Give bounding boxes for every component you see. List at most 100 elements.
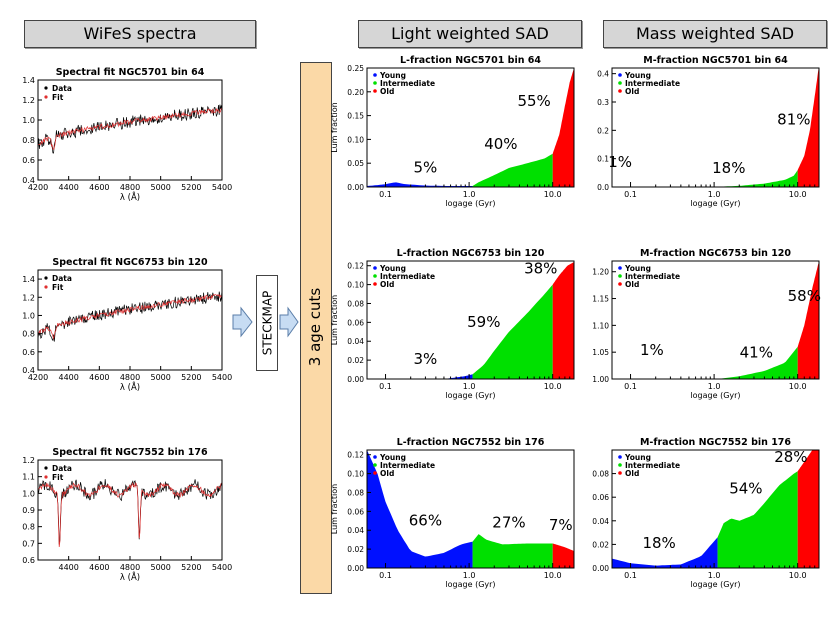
x-tick-label: 4600 — [89, 373, 109, 382]
y-tick-label: 0.04 — [592, 517, 609, 526]
young-area — [367, 182, 473, 187]
header-light-weighted-sad: Light weighted SAD — [358, 20, 582, 48]
percentage-label: 5% — [414, 159, 438, 177]
y-tick-label: 0.02 — [592, 540, 609, 549]
x-axis-label: λ (Å) — [120, 381, 140, 393]
legend-label: Young — [624, 71, 651, 80]
intermediate-area — [472, 284, 553, 379]
old-area — [797, 68, 819, 187]
y-tick-label: 0.6 — [22, 556, 35, 565]
chart-title: M-fraction NGC6753 bin 120 — [640, 248, 791, 259]
y-tick-label: 1.4 — [22, 76, 35, 85]
legend-label: Young — [624, 264, 651, 273]
fit-series-line — [37, 108, 223, 150]
x-tick-label: 10.0 — [544, 190, 562, 199]
header-wifes-spectra: WiFeS spectra — [24, 20, 256, 48]
x-tick-label: 0.1 — [379, 382, 392, 391]
legend-label: Intermediate — [380, 272, 435, 281]
intermediate-area — [472, 534, 553, 568]
legend-label: Intermediate — [625, 79, 680, 88]
y-axis-label: Lum fraction — [330, 484, 339, 534]
legend-marker — [44, 86, 48, 90]
x-tick-label: 4200 — [28, 373, 48, 382]
x-tick-label: 4800 — [120, 183, 140, 192]
legend-marker — [618, 471, 622, 475]
x-tick-label: 1.0 — [463, 382, 476, 391]
y-tick-label: 0.1 — [597, 155, 609, 164]
age-cuts-label-wrap: 3 age cuts — [300, 62, 330, 592]
x-tick-label: 1.0 — [708, 382, 721, 391]
x-tick-label: 0.1 — [624, 382, 637, 391]
legend-label: Old — [625, 87, 639, 96]
young-area — [367, 374, 473, 379]
legend-marker — [618, 73, 622, 77]
plot-frame — [611, 260, 820, 380]
y-tick-label: 0.10 — [347, 281, 364, 290]
y-tick-label: 0.04 — [347, 337, 364, 346]
y-tick-label: 0.9 — [22, 506, 35, 515]
y-tick-label: 1.10 — [592, 321, 609, 330]
y-tick-label: 1.15 — [592, 295, 609, 304]
percentage-label: 54% — [729, 480, 762, 498]
x-axis-label: logage (Gyr) — [445, 199, 495, 208]
percentage-label: 1% — [608, 153, 632, 171]
x-tick-label: 4600 — [89, 183, 109, 192]
y-tick-label: 0.05 — [347, 159, 364, 168]
chart-title: L-fraction NGC7552 bin 176 — [397, 437, 545, 448]
intermediate-area — [717, 170, 798, 187]
y-axis-label: Lum fraction — [330, 102, 339, 152]
x-tick-label: 4400 — [58, 183, 78, 192]
x-tick-label: 5400 — [212, 373, 232, 382]
y-tick-label: 0.00 — [347, 564, 364, 573]
percentage-label: 58% — [788, 287, 821, 305]
legend-marker — [373, 89, 377, 93]
x-axis-label: logage (Gyr) — [690, 199, 740, 208]
legend-label: Old — [380, 469, 394, 478]
x-tick-label: 10.0 — [544, 571, 562, 580]
chart-title: Spectral fit NGC5701 bin 64 — [56, 67, 205, 78]
y-tick-label: 0.12 — [347, 451, 364, 460]
x-axis-label: λ (Å) — [120, 571, 140, 583]
legend-label: Intermediate — [625, 272, 680, 281]
y-tick-label: 0.08 — [592, 470, 609, 479]
chart-title: Spectral fit NGC7552 bin 176 — [52, 447, 208, 458]
percentage-label: 3% — [414, 350, 438, 368]
plot-frame — [366, 260, 575, 380]
old-area — [797, 450, 819, 568]
fit-series-line — [37, 481, 223, 548]
y-tick-label: 0.02 — [347, 356, 364, 365]
y-tick-label: 0.08 — [347, 299, 364, 308]
legend-label: Fit — [52, 473, 64, 482]
arrow-right-icon — [232, 306, 253, 338]
percentage-label: 55% — [517, 92, 550, 110]
x-tick-label: 1.0 — [708, 571, 721, 580]
x-tick-label: 10.0 — [789, 190, 807, 199]
data-series-line — [37, 290, 223, 342]
legend-label: Young — [624, 453, 651, 462]
x-tick-label: 5200 — [181, 183, 201, 192]
legend-label: Data — [52, 464, 72, 473]
fit-series-line — [37, 293, 223, 340]
legend-label: Intermediate — [380, 79, 435, 88]
young-area — [612, 537, 718, 568]
y-tick-label: 1.00 — [592, 375, 609, 384]
y-tick-label: 0.06 — [347, 507, 364, 516]
legend-marker — [44, 285, 48, 289]
old-area — [552, 261, 574, 379]
plot-frame — [611, 449, 820, 569]
legend-marker — [618, 282, 622, 286]
y-tick-label: 1.2 — [22, 456, 35, 465]
y-tick-label: 0.10 — [347, 135, 364, 144]
x-tick-label: 5000 — [150, 373, 170, 382]
legend-marker — [373, 73, 377, 77]
plot-frame — [611, 67, 820, 188]
legend-label: Young — [379, 71, 406, 80]
chart-m-fraction-ngc6753: M-fraction NGC6753 bin 120 0.1 1.0 10.0 1.00… — [592, 248, 821, 400]
y-tick-label: 0.04 — [347, 526, 364, 535]
y-tick-label: 0.8 — [22, 330, 35, 339]
y-tick-label: 0.10 — [347, 470, 364, 479]
intermediate-area — [717, 471, 798, 568]
x-axis-label: λ (Å) — [120, 191, 140, 203]
percentage-label: 59% — [467, 313, 500, 331]
young-area — [367, 450, 473, 568]
